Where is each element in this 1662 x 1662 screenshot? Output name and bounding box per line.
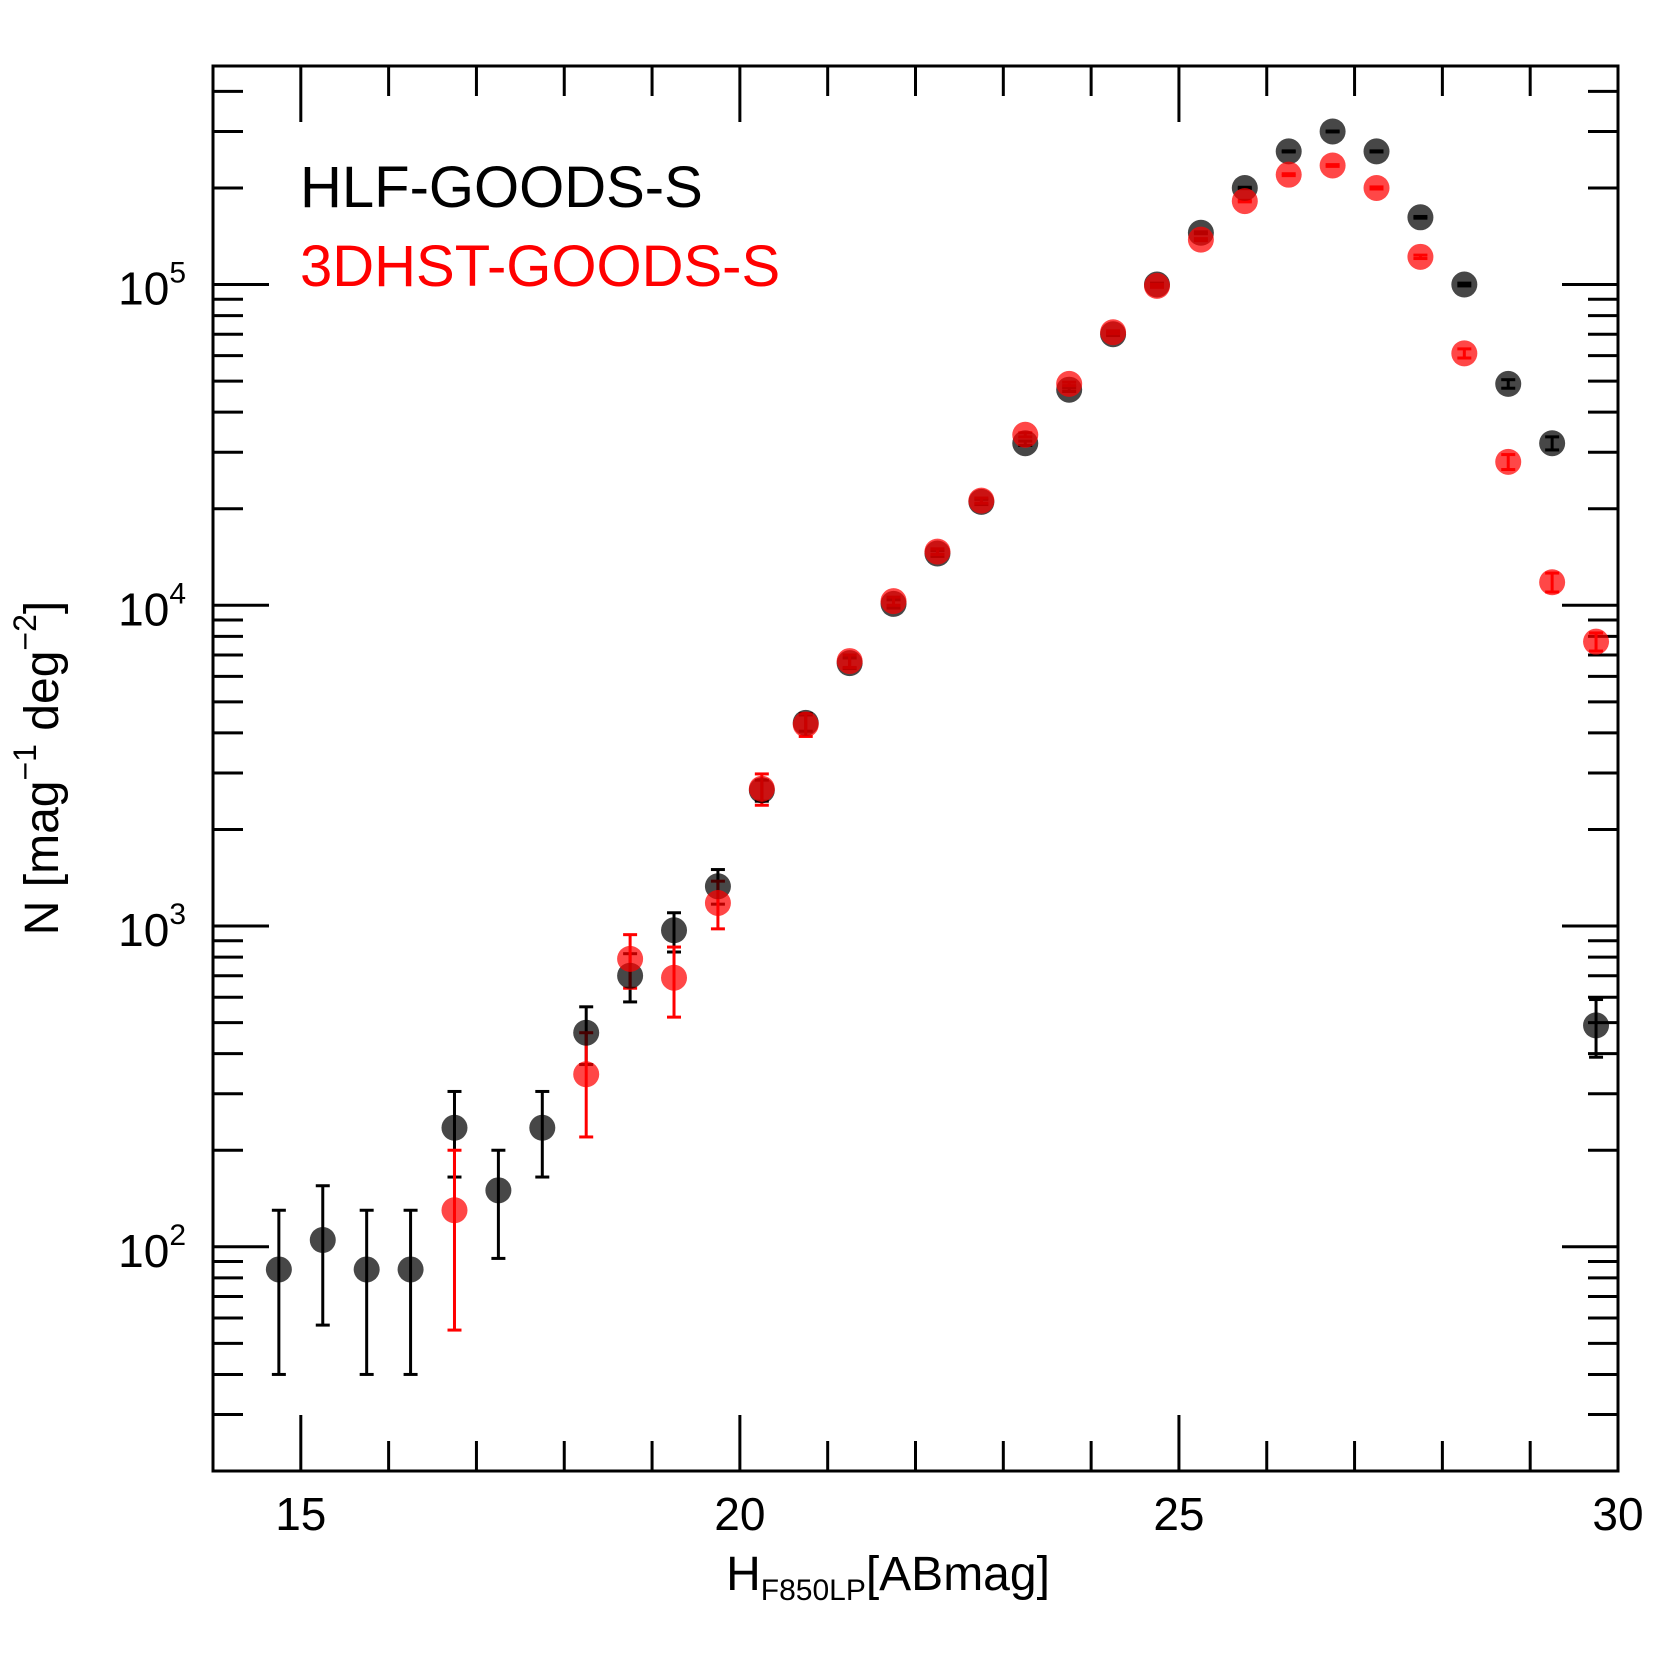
error-bar <box>403 1208 418 1376</box>
y-axis-label-end: ] <box>16 601 69 614</box>
x-tick-label: 30 <box>1592 1488 1643 1540</box>
y-tick-label: 103 <box>118 898 186 956</box>
point-hlf <box>1407 204 1434 231</box>
point-hlf <box>1319 118 1346 145</box>
axis-ticks <box>213 66 1618 1473</box>
x-tick-label: 15 <box>275 1488 326 1540</box>
point-hlf <box>309 1227 336 1254</box>
x-axis-label-unit: [ABmag] <box>866 1548 1050 1601</box>
point-3dhst <box>968 487 995 514</box>
legend: HLF-GOODS-S 3DHST-GOODS-S <box>300 155 780 299</box>
point-3dhst <box>1407 243 1434 270</box>
y-axis-label-exp2: −2 <box>7 614 43 650</box>
point-3dhst <box>1143 272 1170 299</box>
point-hlf <box>1495 370 1522 397</box>
point-3dhst <box>1056 370 1083 397</box>
point-3dhst <box>1275 161 1302 188</box>
y-axis-label-mid: deg <box>16 651 69 744</box>
y-tick-label: 104 <box>118 577 186 635</box>
x-tick-labels: 15 20 25 30 <box>275 1488 1643 1540</box>
point-3dhst <box>1187 226 1214 253</box>
y-axis-label-main: N [mag <box>16 781 69 936</box>
point-3dhst <box>704 889 731 916</box>
point-hlf <box>485 1177 512 1204</box>
point-3dhst <box>1539 569 1566 596</box>
x-axis-label-main: H <box>726 1548 761 1601</box>
point-hlf <box>1275 138 1302 165</box>
point-3dhst <box>1451 340 1478 367</box>
point-3dhst <box>1012 421 1039 448</box>
point-hlf <box>265 1256 292 1283</box>
point-3dhst <box>441 1197 468 1224</box>
point-3dhst <box>924 538 951 565</box>
point-3dhst <box>1583 628 1610 655</box>
error-bar <box>271 1208 286 1376</box>
point-3dhst <box>1495 448 1522 475</box>
error-bar <box>447 1148 462 1332</box>
point-hlf <box>1583 1012 1610 1039</box>
legend-entry-3dhst: 3DHST-GOODS-S <box>300 234 780 299</box>
y-tick-label: 102 <box>118 1219 186 1277</box>
point-3dhst <box>573 1061 600 1088</box>
point-3dhst <box>617 945 644 972</box>
point-hlf <box>1539 430 1566 457</box>
point-3dhst <box>1231 188 1258 215</box>
point-3dhst <box>792 711 819 738</box>
point-3dhst <box>1363 174 1390 201</box>
y-axis-label: N [mag−1 deg−2] <box>7 601 69 935</box>
error-bar <box>359 1208 374 1376</box>
y-tick-labels: 102 103 104 105 <box>118 257 186 1277</box>
error-bar <box>315 1184 330 1327</box>
point-hlf <box>1451 271 1478 298</box>
point-hlf <box>529 1114 556 1141</box>
data-points <box>265 118 1610 1283</box>
point-3dhst <box>1100 319 1127 346</box>
point-3dhst <box>836 648 863 675</box>
plot-frame <box>211 64 1620 1473</box>
x-axis-label: HF850LP[ABmag] <box>726 1548 1050 1607</box>
error-bar <box>491 1148 506 1260</box>
point-3dhst <box>1319 152 1346 179</box>
point-3dhst <box>880 588 907 615</box>
point-3dhst <box>748 775 775 802</box>
point-hlf <box>573 1019 600 1046</box>
point-hlf <box>353 1256 380 1283</box>
y-axis-label-exp1: −1 <box>7 744 43 780</box>
x-tick-label: 25 <box>1153 1488 1204 1540</box>
error-bars <box>271 129 1604 1376</box>
x-tick-label: 20 <box>714 1488 765 1540</box>
legend-entry-hlf: HLF-GOODS-S <box>300 155 703 220</box>
y-tick-label: 105 <box>118 257 186 315</box>
point-hlf <box>661 917 688 944</box>
x-axis-label-subscript: F850LP <box>761 1574 866 1607</box>
point-hlf <box>441 1114 468 1141</box>
point-3dhst <box>661 964 688 991</box>
point-hlf <box>1363 138 1390 165</box>
point-hlf <box>397 1256 424 1283</box>
